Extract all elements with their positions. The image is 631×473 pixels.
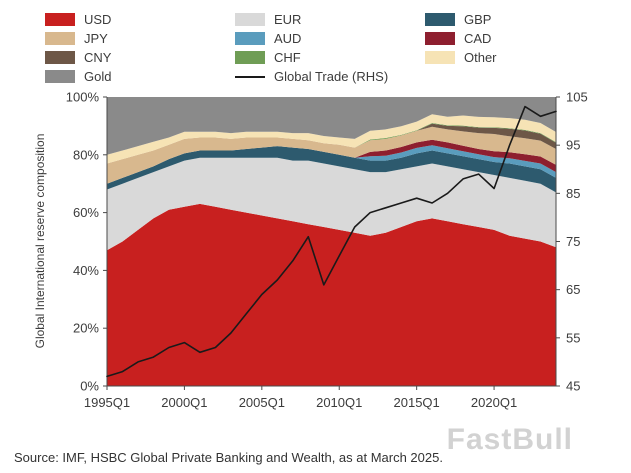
- svg-text:2000Q1: 2000Q1: [161, 395, 207, 410]
- legend-item-gbp: GBP: [425, 12, 615, 27]
- svg-text:95: 95: [566, 138, 580, 153]
- global-trade-line-glyph: [235, 75, 265, 78]
- legend-label: Global Trade (RHS): [274, 69, 389, 84]
- usd-swatch: [45, 13, 75, 26]
- jpy-swatch: [45, 32, 75, 45]
- svg-text:60%: 60%: [73, 205, 99, 220]
- legend-label: CAD: [464, 31, 492, 46]
- svg-text:1995Q1: 1995Q1: [84, 395, 130, 410]
- gold-swatch: [45, 70, 75, 83]
- svg-text:40%: 40%: [73, 263, 99, 278]
- svg-text:65: 65: [566, 282, 580, 297]
- other-swatch: [425, 51, 455, 64]
- svg-text:85: 85: [566, 186, 580, 201]
- legend-label: GBP: [464, 12, 492, 27]
- legend-item-gold: Gold: [45, 69, 235, 84]
- svg-text:2010Q1: 2010Q1: [316, 395, 362, 410]
- legend-label: JPY: [84, 31, 108, 46]
- chart-legend: USD JPY CNY Gold EUR AUD: [45, 12, 615, 88]
- legend-label: EUR: [274, 12, 302, 27]
- legend-item-eur: EUR: [235, 12, 425, 27]
- legend-item-aud: AUD: [235, 31, 425, 46]
- svg-text:0%: 0%: [80, 379, 99, 394]
- svg-text:80%: 80%: [73, 147, 99, 162]
- source-note: Source: IMF, HSBC Global Private Banking…: [14, 450, 443, 465]
- svg-text:75: 75: [566, 234, 580, 249]
- svg-text:55: 55: [566, 330, 580, 345]
- svg-text:100%: 100%: [66, 90, 100, 105]
- svg-text:2005Q1: 2005Q1: [239, 395, 285, 410]
- legend-label: CHF: [274, 50, 301, 65]
- legend-item-jpy: JPY: [45, 31, 235, 46]
- legend-item-cad: CAD: [425, 31, 615, 46]
- legend-column-2: EUR AUD CHF Global Trade (RHS): [235, 12, 425, 88]
- svg-text:2020Q1: 2020Q1: [471, 395, 517, 410]
- legend-item-global-trade: Global Trade (RHS): [235, 69, 425, 84]
- legend-column-1: USD JPY CNY Gold: [45, 12, 235, 88]
- legend-item-chf: CHF: [235, 50, 425, 65]
- legend-label: AUD: [274, 31, 302, 46]
- aud-swatch: [235, 32, 265, 45]
- cad-swatch: [425, 32, 455, 45]
- legend-item-other: Other: [425, 50, 615, 65]
- svg-text:20%: 20%: [73, 321, 99, 336]
- cny-swatch: [45, 51, 75, 64]
- legend-column-3: GBP CAD Other: [425, 12, 615, 88]
- legend-label: Other: [464, 50, 497, 65]
- legend-item-cny: CNY: [45, 50, 235, 65]
- svg-text:45: 45: [566, 379, 580, 394]
- legend-item-usd: USD: [45, 12, 235, 27]
- legend-label: Gold: [84, 69, 112, 84]
- fastbull-watermark: FastBull: [446, 423, 573, 456]
- chf-swatch: [235, 51, 265, 64]
- gbp-swatch: [425, 13, 455, 26]
- svg-text:105: 105: [566, 90, 588, 105]
- legend-label: USD: [84, 12, 112, 27]
- eur-swatch: [235, 13, 265, 26]
- legend-label: CNY: [84, 50, 112, 65]
- svg-text:2015Q1: 2015Q1: [394, 395, 440, 410]
